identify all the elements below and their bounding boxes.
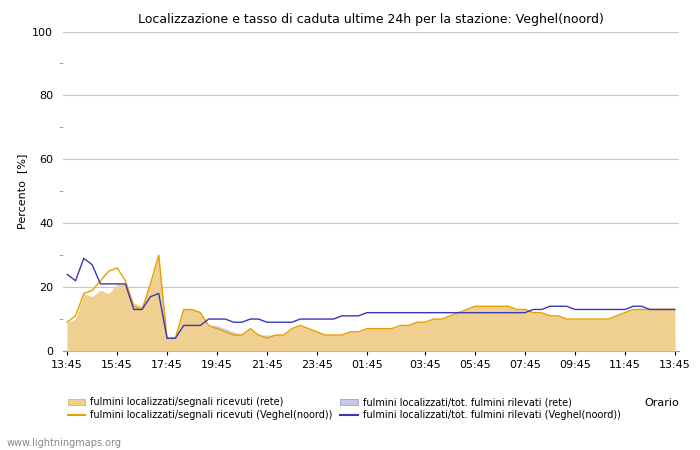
Legend: fulmini localizzati/segnali ricevuti (rete), fulmini localizzati/segnali ricevut: fulmini localizzati/segnali ricevuti (re… <box>68 397 621 420</box>
Text: Orario: Orario <box>644 398 679 408</box>
Y-axis label: Percento  [%]: Percento [%] <box>17 153 27 229</box>
Title: Localizzazione e tasso di caduta ultime 24h per la stazione: Veghel(noord): Localizzazione e tasso di caduta ultime … <box>138 13 604 26</box>
Text: www.lightningmaps.org: www.lightningmaps.org <box>7 438 122 448</box>
